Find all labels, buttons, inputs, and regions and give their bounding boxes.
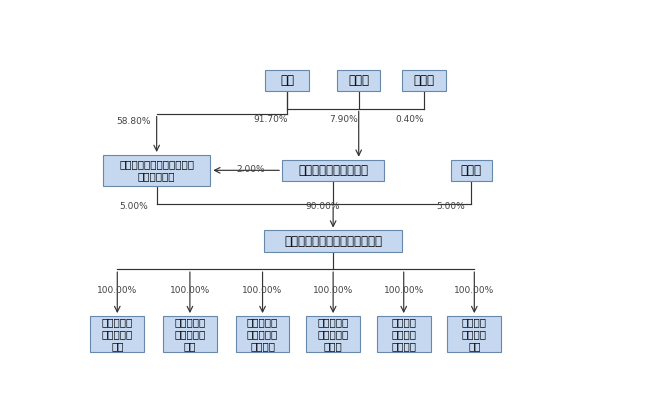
Text: 日照兴业汽车配件股份有限公司: 日照兴业汽车配件股份有限公司 [284,235,382,248]
FancyBboxPatch shape [337,70,380,91]
Text: 100.00%: 100.00% [313,286,353,295]
Text: 100.00%: 100.00% [454,286,494,295]
Text: 丁相月: 丁相月 [414,74,435,87]
Text: 100.00%: 100.00% [97,286,137,295]
Text: 91.70%: 91.70% [253,115,288,124]
Text: 90.00%: 90.00% [306,202,340,211]
FancyBboxPatch shape [377,316,430,352]
Text: 日照新星企业咨询管理中心
（有限合伙）: 日照新星企业咨询管理中心 （有限合伙） [119,160,194,181]
Text: 100.00%: 100.00% [170,286,210,295]
FancyBboxPatch shape [403,70,446,91]
FancyBboxPatch shape [103,155,211,186]
FancyBboxPatch shape [265,70,309,91]
FancyBboxPatch shape [236,316,289,352]
FancyBboxPatch shape [282,160,384,181]
FancyBboxPatch shape [451,160,492,181]
Text: 山东新格
机械有限
公司: 山东新格 机械有限 公司 [462,317,487,351]
Text: 58.80%: 58.80% [116,117,151,126]
Text: 丁杰: 丁杰 [280,74,294,87]
Text: 100.00%: 100.00% [383,286,424,295]
Text: 日照兴业车
轮智造科技
有限公司: 日照兴业车 轮智造科技 有限公司 [247,317,278,351]
Text: 日照兴业金
属新材料有
限公司: 日照兴业金 属新材料有 限公司 [317,317,348,351]
FancyBboxPatch shape [306,316,360,352]
Text: 100.00%: 100.00% [242,286,282,295]
FancyBboxPatch shape [264,231,402,252]
Text: 5.00%: 5.00% [436,202,465,211]
Text: 吴中富: 吴中富 [461,164,482,177]
Text: 日照兴业集团有限公司: 日照兴业集团有限公司 [298,164,368,177]
Text: 0.40%: 0.40% [395,115,424,124]
FancyBboxPatch shape [447,316,501,352]
FancyBboxPatch shape [90,316,144,352]
Text: 重庆富兴汽
车配件有限
公司: 重庆富兴汽 车配件有限 公司 [102,317,133,351]
Text: 济南富兴汽
车配件有限
公司: 济南富兴汽 车配件有限 公司 [174,317,205,351]
Text: 李俐萱: 李俐萱 [348,74,369,87]
Text: 长沙兴业
汽车配件
有限公司: 长沙兴业 汽车配件 有限公司 [391,317,416,351]
Text: 7.90%: 7.90% [329,115,358,124]
Text: 5.00%: 5.00% [119,202,148,211]
FancyBboxPatch shape [163,316,216,352]
Text: 2.00%: 2.00% [236,165,265,174]
